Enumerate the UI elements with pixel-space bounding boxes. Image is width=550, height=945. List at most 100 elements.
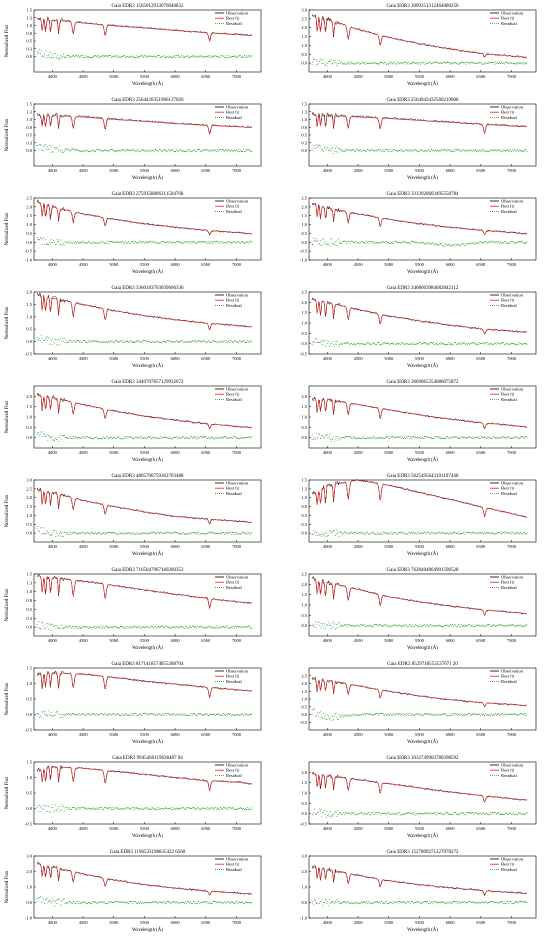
residual-point bbox=[96, 149, 97, 150]
residual-point bbox=[398, 715, 399, 716]
residual-point bbox=[464, 150, 465, 151]
residual-point bbox=[213, 56, 214, 57]
residual-point bbox=[502, 438, 503, 439]
residual-point bbox=[81, 436, 82, 437]
residual-point bbox=[433, 438, 434, 439]
residual-point bbox=[56, 628, 57, 629]
residual-point bbox=[88, 241, 89, 242]
residual-point bbox=[90, 438, 91, 439]
residual-point bbox=[240, 715, 241, 716]
residual-point bbox=[518, 242, 519, 243]
residual-point bbox=[128, 150, 129, 151]
residual-point bbox=[232, 56, 233, 57]
residual-point bbox=[434, 62, 435, 63]
x-tick-label: 5500 bbox=[140, 732, 150, 737]
residual-point bbox=[356, 149, 357, 150]
residual-point bbox=[213, 628, 214, 629]
residual-point bbox=[483, 625, 484, 626]
residual-point bbox=[388, 149, 389, 150]
residual-point bbox=[451, 715, 452, 716]
residual-point bbox=[233, 436, 234, 437]
residual-point bbox=[312, 714, 313, 715]
residual-point bbox=[81, 55, 82, 56]
residual-point bbox=[313, 439, 314, 440]
residual-point bbox=[156, 714, 157, 715]
residual-point bbox=[171, 57, 172, 58]
residual-point bbox=[122, 56, 123, 57]
residual-point bbox=[431, 63, 432, 64]
residual-point bbox=[314, 437, 315, 438]
residual-point bbox=[151, 713, 152, 714]
residual-point bbox=[70, 151, 71, 152]
residual-point bbox=[521, 241, 522, 242]
residual-point bbox=[208, 56, 209, 57]
residual-point bbox=[104, 150, 105, 151]
residual-point bbox=[104, 242, 105, 243]
residual-point bbox=[363, 715, 364, 716]
residual-point bbox=[139, 341, 140, 342]
residual-point bbox=[49, 344, 50, 345]
residual-point bbox=[89, 57, 90, 58]
residual-point bbox=[516, 344, 517, 345]
residual-point bbox=[84, 437, 85, 438]
residual-point bbox=[202, 437, 203, 438]
residual-point bbox=[414, 344, 415, 345]
residual-point bbox=[477, 343, 478, 344]
residual-point bbox=[168, 57, 169, 58]
residual-point bbox=[146, 149, 147, 150]
residual-point bbox=[424, 532, 425, 533]
y-tick-label: 0.3 bbox=[26, 616, 32, 621]
x-tick-label: 4000 bbox=[323, 262, 333, 267]
residual-point bbox=[411, 241, 412, 242]
residual-point bbox=[61, 435, 62, 436]
residual-point bbox=[216, 56, 217, 57]
residual-point bbox=[242, 626, 243, 627]
residual-point bbox=[101, 151, 102, 152]
residual-point bbox=[60, 714, 61, 715]
residual-point bbox=[503, 63, 504, 64]
residual-point bbox=[383, 713, 384, 714]
residual-point bbox=[373, 715, 374, 716]
y-axis-label: Normalized Flux bbox=[5, 682, 10, 715]
residual-point bbox=[98, 55, 99, 56]
residual-point bbox=[414, 242, 415, 243]
residual-point bbox=[217, 342, 218, 343]
residual-point bbox=[142, 809, 143, 810]
y-tick-label: 1.5 bbox=[301, 592, 307, 597]
residual-point bbox=[117, 436, 118, 437]
residual-point bbox=[197, 715, 198, 716]
residual-point bbox=[108, 341, 109, 342]
residual-point bbox=[51, 804, 52, 805]
residual-point bbox=[478, 344, 479, 345]
residual-point bbox=[483, 714, 484, 715]
residual-point bbox=[516, 436, 517, 437]
residual-point bbox=[370, 150, 371, 151]
residual-point bbox=[150, 436, 151, 437]
residual-point bbox=[368, 241, 369, 242]
residual-point bbox=[80, 715, 81, 716]
residual-point bbox=[65, 149, 66, 150]
residual-point bbox=[348, 62, 349, 63]
residual-point bbox=[222, 342, 223, 343]
residual-point bbox=[365, 715, 366, 716]
residual-point bbox=[448, 244, 449, 245]
residual-point bbox=[369, 343, 370, 344]
x-tick-label: 4500 bbox=[354, 262, 364, 267]
residual-point bbox=[227, 57, 228, 58]
residual-point bbox=[207, 438, 208, 439]
residual-point bbox=[155, 715, 156, 716]
residual-point bbox=[448, 438, 449, 439]
residual-point bbox=[197, 149, 198, 150]
residual-point bbox=[189, 626, 190, 627]
residual-point bbox=[155, 149, 156, 150]
residual-point bbox=[110, 340, 111, 341]
residual-point bbox=[86, 627, 87, 628]
residual-point bbox=[428, 244, 429, 245]
residual-point bbox=[388, 714, 389, 715]
residual-point bbox=[519, 63, 520, 64]
residual-point bbox=[469, 62, 470, 63]
residual-point bbox=[171, 714, 172, 715]
residual-point bbox=[42, 805, 43, 806]
residual-point bbox=[125, 437, 126, 438]
